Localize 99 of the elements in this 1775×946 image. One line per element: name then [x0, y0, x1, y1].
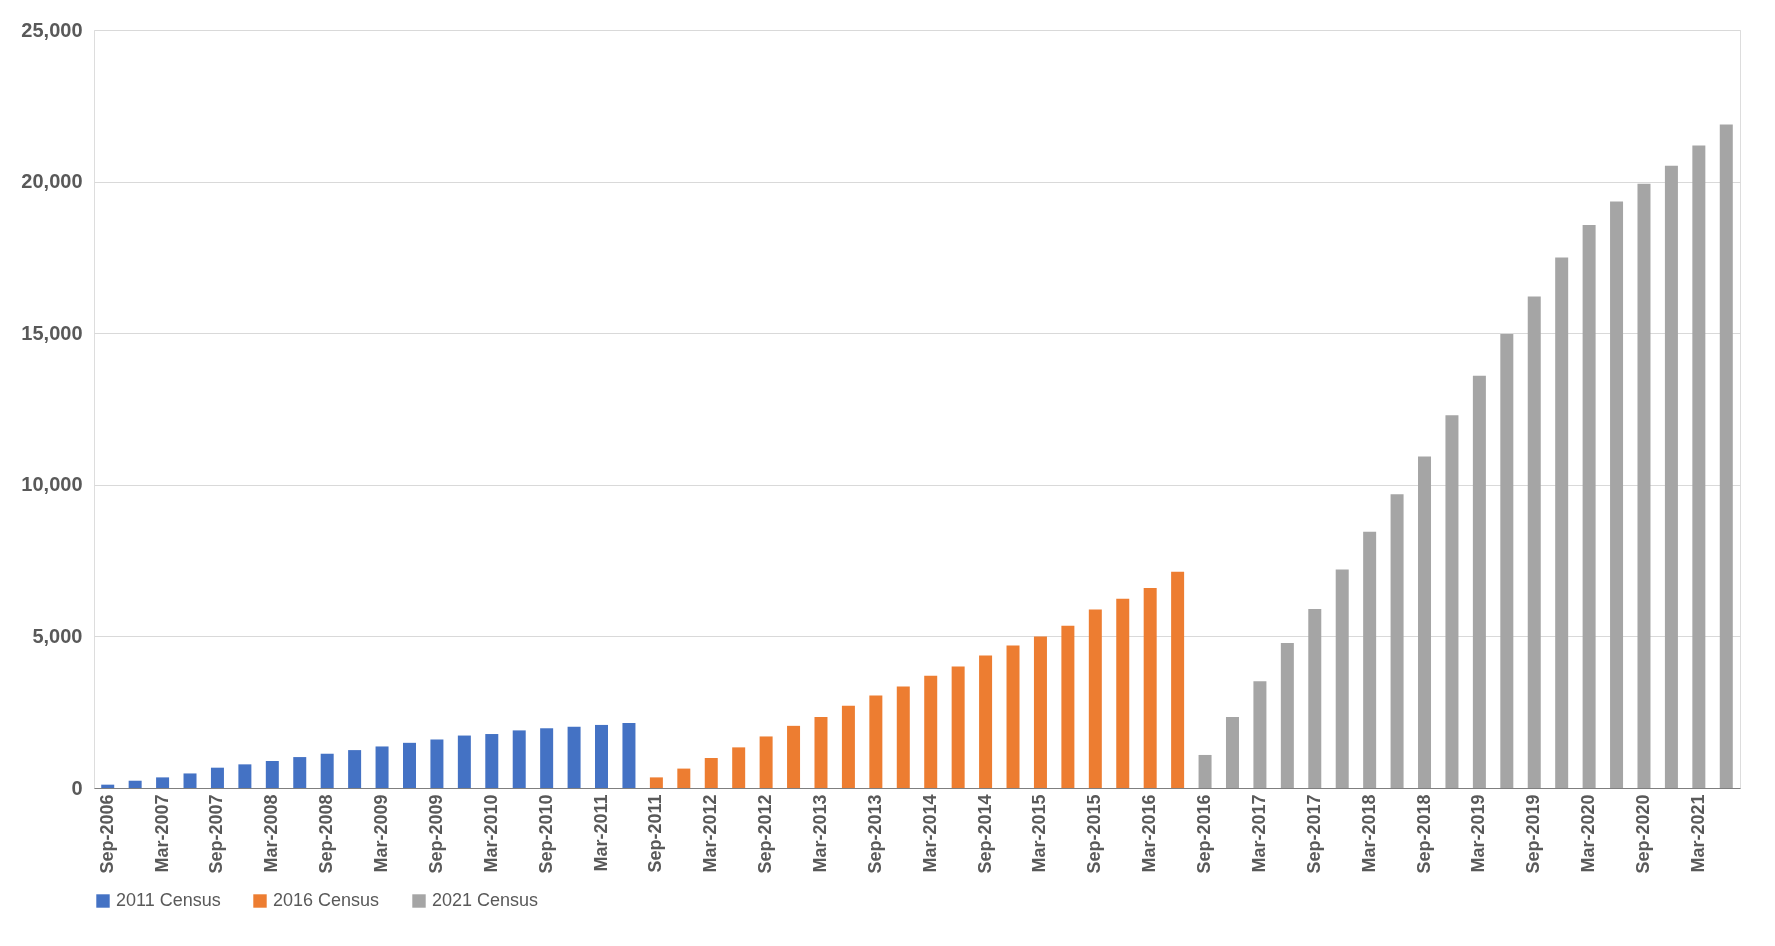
- bar: [1308, 609, 1322, 788]
- bar: [814, 717, 828, 788]
- bar: [896, 686, 910, 788]
- x-tick-label: Mar-2015: [1029, 794, 1050, 873]
- bar: [430, 739, 444, 788]
- bar: [1006, 645, 1020, 788]
- y-tick-label: 10,000: [21, 473, 83, 496]
- x-tick-label: Mar-2013: [809, 794, 830, 873]
- bar: [1719, 124, 1733, 788]
- bar: [622, 723, 636, 788]
- bar: [375, 746, 389, 788]
- bar: [293, 757, 307, 788]
- bar: [1280, 643, 1294, 788]
- x-tick-label: Mar-2019: [1468, 794, 1489, 873]
- bar: [595, 724, 609, 788]
- bar: [649, 777, 663, 788]
- x-tick-label: Sep-2014: [974, 794, 995, 874]
- x-tick-label: Sep-2012: [755, 794, 776, 874]
- bar: [402, 742, 416, 788]
- bar: [1198, 754, 1212, 788]
- bar: [924, 675, 938, 788]
- bar: [1610, 201, 1624, 788]
- bar: [1637, 183, 1651, 788]
- y-tick-label: 25,000: [21, 18, 83, 41]
- legend-label: 2021 Census: [432, 890, 539, 910]
- bar: [1418, 456, 1432, 788]
- bar: [1582, 224, 1596, 788]
- x-tick-label: Sep-2019: [1523, 794, 1544, 874]
- bar: [156, 777, 170, 788]
- bar: [677, 768, 691, 788]
- bar: [1225, 717, 1239, 788]
- bar: [1143, 587, 1157, 788]
- bar: [759, 736, 773, 788]
- x-tick-label: Mar-2018: [1358, 794, 1379, 873]
- bar: [1472, 375, 1486, 788]
- bar: [1061, 625, 1075, 788]
- bar: [183, 773, 197, 788]
- bar: [567, 726, 581, 788]
- bar: [787, 725, 801, 788]
- x-tick-label: Mar-2016: [1139, 794, 1160, 873]
- bar: [128, 780, 142, 788]
- y-tick-label: 0: [71, 776, 83, 799]
- x-tick-label: Mar-2014: [919, 794, 940, 873]
- x-tick-label: Sep-2011: [645, 794, 666, 873]
- bar: [869, 695, 883, 788]
- bar: [704, 757, 718, 788]
- bar: [265, 761, 279, 788]
- bar: [1555, 257, 1569, 788]
- y-tick-label: 20,000: [21, 170, 83, 193]
- bar: [1500, 334, 1514, 788]
- bar: [210, 767, 224, 788]
- bar: [1363, 531, 1377, 788]
- x-tick-label: Mar-2017: [1248, 794, 1269, 873]
- bar: [1664, 165, 1678, 788]
- legend-label: 2011 Census: [116, 890, 221, 910]
- x-tick-label: Sep-2007: [206, 794, 227, 874]
- x-tick-label: Sep-2006: [96, 794, 117, 874]
- bar: [1390, 494, 1404, 788]
- x-tick-label: Sep-2017: [1303, 794, 1324, 874]
- y-tick-label: 15,000: [21, 321, 83, 344]
- x-tick-label: Mar-2010: [480, 794, 501, 873]
- x-tick-label: Mar-2007: [151, 794, 172, 873]
- x-tick-label: Sep-2009: [425, 794, 446, 874]
- x-tick-label: Sep-2016: [1194, 794, 1215, 874]
- bar: [348, 750, 362, 788]
- bar: [457, 735, 471, 788]
- bar: [1253, 681, 1267, 788]
- legend-label: 2016 Census: [273, 890, 380, 910]
- x-tick-label: Mar-2012: [700, 794, 721, 873]
- bar: [540, 728, 554, 788]
- bar: [951, 666, 965, 788]
- bar: [512, 730, 526, 788]
- x-tick-label: Sep-2008: [316, 794, 337, 874]
- x-tick-label: Mar-2011: [590, 794, 611, 872]
- x-tick-label: Sep-2018: [1413, 794, 1434, 874]
- bar: [1088, 609, 1102, 788]
- x-tick-label: Sep-2015: [1084, 794, 1105, 874]
- bar: [1335, 569, 1349, 788]
- x-tick-label: Mar-2008: [261, 794, 282, 873]
- bar: [841, 705, 855, 788]
- bar: [979, 655, 993, 788]
- bar: [732, 747, 746, 788]
- x-tick-label: Sep-2020: [1632, 794, 1653, 874]
- bar: [1171, 571, 1185, 788]
- x-tick-label: Mar-2021: [1687, 794, 1708, 873]
- x-tick-label: Sep-2010: [535, 794, 556, 874]
- x-tick-label: Mar-2009: [371, 794, 392, 873]
- x-tick-label: Mar-2020: [1578, 794, 1599, 873]
- bar: [1692, 145, 1706, 788]
- y-tick-label: 5,000: [32, 624, 83, 647]
- bar: [485, 734, 499, 788]
- bar: [101, 784, 115, 788]
- bar: [1033, 636, 1047, 788]
- bar: [1116, 598, 1130, 788]
- bar: [1445, 415, 1459, 788]
- bar: [1527, 296, 1541, 788]
- x-tick-label: Sep-2013: [864, 794, 885, 874]
- bar: [320, 753, 334, 788]
- bar: [238, 764, 252, 788]
